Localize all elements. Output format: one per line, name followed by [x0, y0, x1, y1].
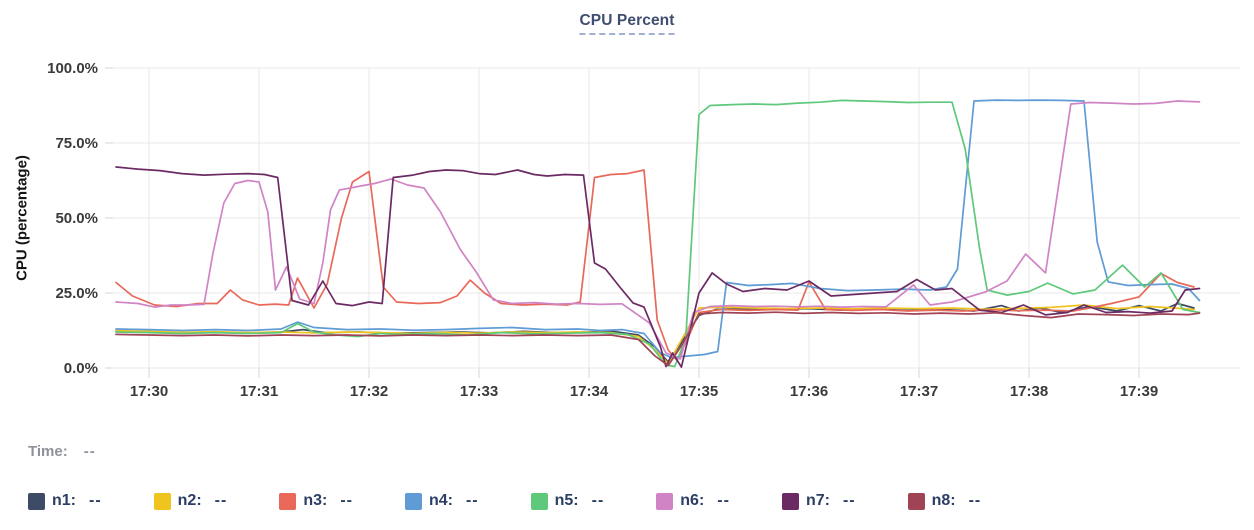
x-tick-label: 17:35: [680, 383, 718, 400]
series-line-n7[interactable]: [115, 166, 1201, 368]
legend-value-n3: --: [340, 492, 353, 509]
chart-title[interactable]: CPU Percent: [579, 12, 675, 35]
legend-swatch-n3: [279, 492, 297, 510]
legend-label-n3: n3:: [303, 492, 328, 509]
time-readout: Time: --: [28, 443, 96, 460]
time-value: --: [83, 443, 96, 460]
chart-canvas[interactable]: 17:30 17:31 17:32 17:33 17:34 17:35 17:36 17:37…: [0, 0, 1254, 412]
legend-value-n2: --: [214, 492, 228, 509]
x-tick-label: 17:36: [790, 383, 828, 400]
legend-item-n2[interactable]: n2: --: [153, 492, 228, 510]
x-tick-label: 17:32: [350, 383, 388, 400]
legend-item-n5[interactable]: n5: --: [530, 492, 605, 510]
x-tick-label: 17:31: [240, 383, 278, 400]
legend-swatch-n5: [530, 492, 548, 510]
series-line-n4[interactable]: [115, 99, 1201, 359]
x-grid-and-ticks: 17:30 17:31 17:32 17:33 17:34 17:35 17:36 17:37…: [130, 68, 1158, 400]
x-tick-label: 17:38: [1010, 383, 1048, 400]
legend-label-n2: n2:: [177, 492, 202, 509]
legend-item-n8[interactable]: n8: --: [907, 492, 982, 510]
chart-legend: n1: -- n2: -- n3: -- n4: -- n5: -- n6: -- n7: -- n8: --: [28, 492, 1244, 510]
legend-label-n8: n8:: [931, 492, 956, 509]
legend-value-n8: --: [968, 492, 982, 509]
series-line-n3[interactable]: [115, 169, 1195, 362]
series-line-n5[interactable]: [115, 99, 1201, 368]
y-tick-label: 75.0%: [55, 135, 98, 152]
legend-item-n4[interactable]: n4: --: [404, 492, 479, 510]
y-tick-label: 100.0%: [47, 60, 98, 77]
legend-value-n5: --: [591, 492, 605, 509]
x-tick-label: 17:33: [460, 383, 498, 400]
legend-label-n7: n7:: [805, 492, 830, 509]
x-tick-label: 17:39: [1120, 383, 1158, 400]
y-tick-label: 0.0%: [64, 360, 98, 377]
x-tick-label: 17:34: [570, 383, 609, 400]
y-grid-and-ticks: 0.0% 25.0% 50.0% 75.0% 100.0%: [47, 60, 1240, 377]
legend-swatch-n8: [907, 492, 925, 510]
x-tick-label: 17:37: [900, 383, 938, 400]
legend-swatch-n2: [153, 492, 171, 510]
legend-value-n6: --: [717, 492, 730, 509]
legend-label-n5: n5:: [554, 492, 579, 509]
legend-swatch-n6: [656, 492, 674, 510]
legend-value-n1: --: [89, 492, 102, 509]
legend-item-n3[interactable]: n3: --: [279, 492, 353, 510]
legend-item-n7[interactable]: n7: --: [781, 492, 856, 510]
legend-value-n4: --: [465, 492, 479, 509]
legend-swatch-n4: [404, 492, 422, 510]
legend-swatch-n7: [781, 492, 799, 510]
time-label: Time:: [28, 443, 68, 460]
legend-label-n1: n1:: [52, 492, 76, 509]
x-tick-label: 17:30: [130, 383, 168, 400]
y-axis-title: CPU (percentage): [13, 155, 31, 281]
legend-label-n6: n6:: [680, 492, 705, 509]
legend-label-n4: n4:: [428, 492, 453, 509]
series-line-n6[interactable]: [115, 100, 1201, 360]
legend-swatch-n1: [28, 492, 45, 510]
y-tick-label: 25.0%: [55, 285, 98, 302]
legend-item-n1[interactable]: n1: --: [28, 492, 102, 510]
legend-value-n7: --: [842, 492, 856, 509]
legend-item-n6[interactable]: n6: --: [656, 492, 730, 510]
series-line-n8[interactable]: [115, 311, 1201, 367]
y-tick-label: 50.0%: [55, 210, 98, 227]
